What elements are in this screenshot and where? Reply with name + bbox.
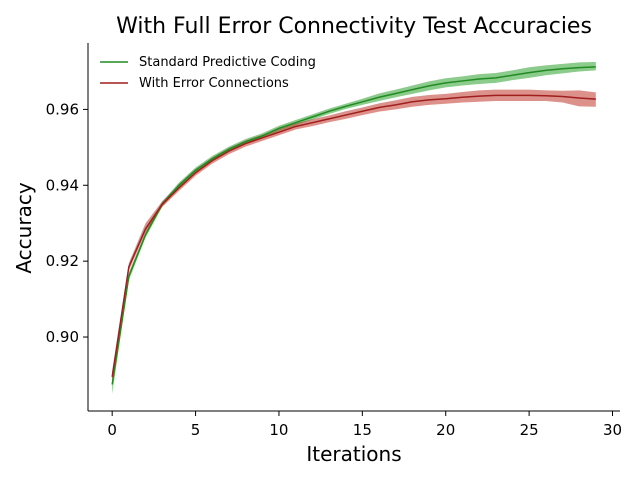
y-tick-label: 0.96	[46, 100, 79, 118]
legend: Standard Predictive Coding With Error Con…	[100, 55, 316, 91]
series-1-confidence-band	[112, 89, 596, 383]
series-0-confidence-band	[112, 61, 596, 394]
y-tick-label: 0.92	[46, 252, 79, 270]
x-axis-ticks: 0 5 10 15 20 25 30	[107, 411, 622, 439]
series-0-line	[111, 66, 596, 385]
y-axis-ticks: 0.90 0.92 0.94 0.96	[46, 100, 88, 346]
x-tick-label: 15	[353, 421, 372, 439]
y-axis-label: Accuracy	[12, 182, 36, 273]
y-tick-label: 0.90	[46, 328, 79, 346]
x-tick-label: 20	[436, 421, 455, 439]
x-tick-label: 25	[520, 421, 539, 439]
plot-area	[111, 61, 596, 394]
series-1-line	[111, 94, 596, 377]
x-axis-label: Iterations	[306, 442, 401, 466]
x-tick-label: 5	[191, 421, 201, 439]
y-tick-label: 0.94	[46, 176, 79, 194]
x-tick-label: 10	[269, 421, 288, 439]
chart-title: With Full Error Connectivity Test Accura…	[116, 14, 592, 39]
x-tick-label: 30	[603, 421, 622, 439]
x-tick-label: 0	[107, 421, 117, 439]
legend-label-1: With Error Connections	[139, 76, 289, 91]
legend-label-0: Standard Predictive Coding	[139, 55, 316, 70]
